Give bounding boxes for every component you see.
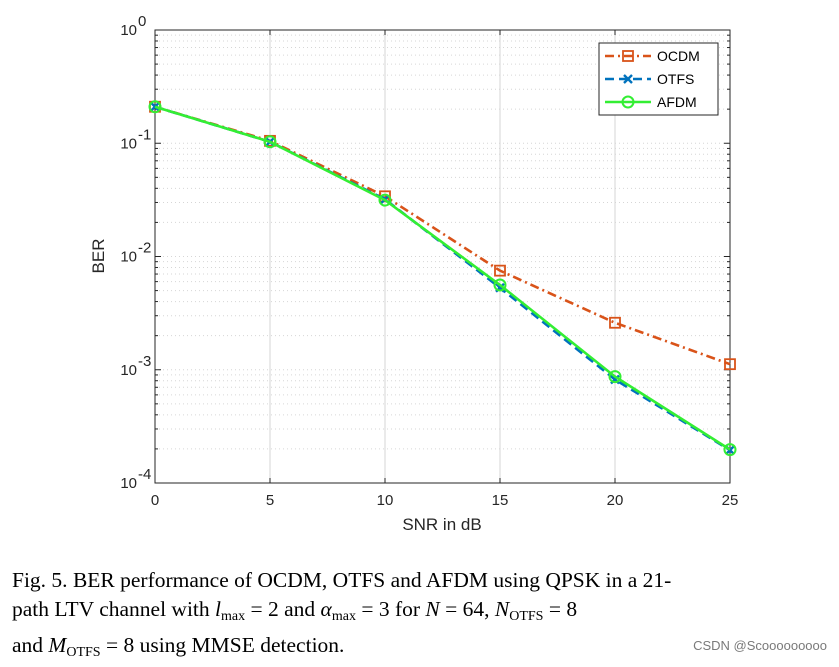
x-axis-label: SNR in dB [402,515,481,534]
y-tick-label: 10 [120,362,137,379]
data-point-afdm [378,193,392,207]
symbol-l: l [215,597,222,621]
x-tick-label: 20 [607,492,624,509]
x-tick-label: 15 [492,492,509,509]
x-tick-label: 25 [722,492,739,509]
caption-text-2b: = 2 and [245,597,321,621]
legend-label: OTFS [657,71,694,87]
data-point-afdm [723,443,737,457]
subscript-otfs-2: OTFS [66,645,101,660]
series-line-afdm [154,105,731,451]
x-tick-label: 0 [151,492,159,509]
watermark: CSDN @Scooooooooo [693,638,827,653]
y-tick-label: 10 [120,22,137,39]
caption-line-3: and MOTFS = 8 using MMSE detection. [12,631,827,667]
symbol-n-otfs: N [494,597,510,621]
y-axis-label: BER [89,239,108,274]
legend-swatch-marker [621,95,635,109]
subscript-max-2: max [331,609,356,624]
y-tick-label: 10 [120,249,137,266]
caption-line-1: Fig. 5. BER performance of OCDM, OTFS an… [12,566,827,595]
caption-text-2e: = 8 [543,597,578,621]
y-tick-exponent: -3 [138,353,151,370]
symbol-n: N [425,597,440,621]
data-point-afdm [148,100,162,114]
data-point-ocdm [609,316,621,329]
data-point-ocdm [724,358,736,371]
series-group [148,100,737,457]
y-tick-exponent: -1 [138,126,151,143]
data-point-ocdm [494,264,506,277]
y-tick-exponent: 0 [138,13,146,30]
symbol-alpha: α [320,597,332,621]
caption-text-1: BER performance of OCDM, OTFS and AFDM u… [72,568,672,592]
legend-entry-ocdm: OCDM [605,48,700,64]
caption-text-2a: path LTV channel with [12,597,216,621]
series-afdm [148,100,737,457]
data-point-afdm [493,278,507,292]
caption-text-2c: = 3 for [355,597,426,621]
legend: OCDM OTFS AFDM [598,42,719,116]
subscript-otfs: OTFS [509,609,544,624]
marker-x-stroke [725,445,735,456]
y-tick-exponent: -4 [138,466,151,483]
data-point-afdm [608,370,622,384]
legend-entry-afdm: AFDM [605,94,697,110]
caption-text-2d: = 64, [439,597,495,621]
caption-label: Fig. 5. [12,568,68,592]
figure-caption: Fig. 5. BER performance of OCDM, OTFS an… [12,566,827,667]
legend-swatch-marker [623,74,633,84]
data-point-afdm [263,135,277,149]
symbol-m-otfs: M [48,633,67,657]
caption-text-3b: = 8 using MMSE detection. [100,633,345,657]
caption-line-2: path LTV channel with lmax = 2 and αmax … [12,595,827,631]
legend-label: AFDM [657,94,697,110]
x-tick-label: 10 [377,492,394,509]
y-tick-label: 10 [120,475,137,492]
caption-text-3a: and [12,633,49,657]
y-tick-exponent: -2 [138,240,151,257]
x-tick-label: 5 [266,492,274,509]
y-tick-label: 10 [120,135,137,152]
marker-x-stroke [623,74,633,84]
legend-label: OCDM [657,48,700,64]
subscript-max: max [221,609,246,624]
legend-entry-otfs: OTFS [605,71,694,87]
legend-swatch-marker [622,50,634,62]
